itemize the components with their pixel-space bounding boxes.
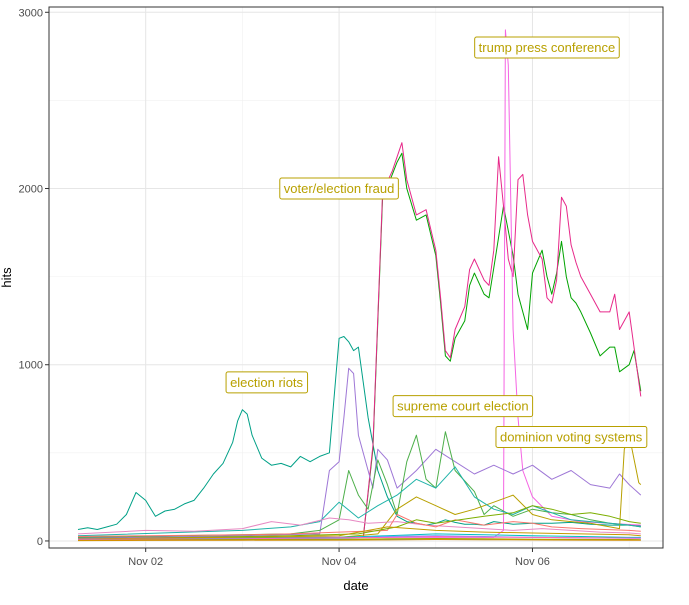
- annotation-layer: trump press conference voter/election fra…: [225, 36, 648, 448]
- annotation-text: election riots: [230, 375, 303, 390]
- annotation-text: dominion voting systems: [500, 429, 643, 444]
- x-tick-label: Nov 06: [515, 556, 550, 568]
- y-tick-label: 1000: [19, 360, 43, 372]
- annotation-box: [474, 36, 620, 59]
- annotation-label: supreme court election: [392, 395, 534, 418]
- series-line-3: [78, 142, 642, 538]
- series-line-5: [77, 367, 642, 539]
- y-axis-title: hits: [0, 267, 14, 288]
- series-line-11: [77, 505, 641, 540]
- annotation-text: voter/election fraud: [284, 181, 395, 196]
- annotation-text: trump press conference: [479, 40, 616, 55]
- annotation-label: trump press conference: [474, 36, 620, 59]
- series-line-2: [78, 152, 642, 538]
- annotation-box: [495, 425, 648, 448]
- panel-border: [48, 6, 664, 549]
- annotation-label: election riots: [225, 371, 309, 394]
- series-line-6: [77, 431, 641, 538]
- series-line-17: [77, 538, 641, 541]
- series-line-8: [77, 466, 641, 537]
- annotation-label: voter/election fraud: [279, 177, 399, 200]
- y-tick-label: 2000: [19, 184, 43, 196]
- series-line-7: [77, 434, 642, 540]
- annotation-text: supreme court election: [397, 399, 529, 414]
- series-layer: [77, 29, 642, 542]
- annotation-box: [392, 395, 534, 418]
- series-line-18: [77, 539, 641, 542]
- axis-layer: Nov 02 Nov 04 Nov 06 0 1000 2000 3000: [19, 6, 664, 568]
- series-line-9: [77, 517, 641, 535]
- annotation-label: dominion voting systems: [495, 425, 648, 448]
- x-tick-label: Nov 02: [128, 556, 163, 568]
- y-tick-label: 3000: [19, 7, 43, 19]
- x-tick-label: Nov 04: [322, 556, 357, 568]
- y-tick-label: 0: [37, 536, 43, 548]
- series-line-10: [77, 514, 641, 537]
- x-axis-title: date: [343, 578, 368, 593]
- series-line-15: [77, 536, 641, 540]
- annotation-box: [279, 177, 399, 200]
- series-line-12: [77, 526, 641, 540]
- annotation-box: [225, 371, 309, 394]
